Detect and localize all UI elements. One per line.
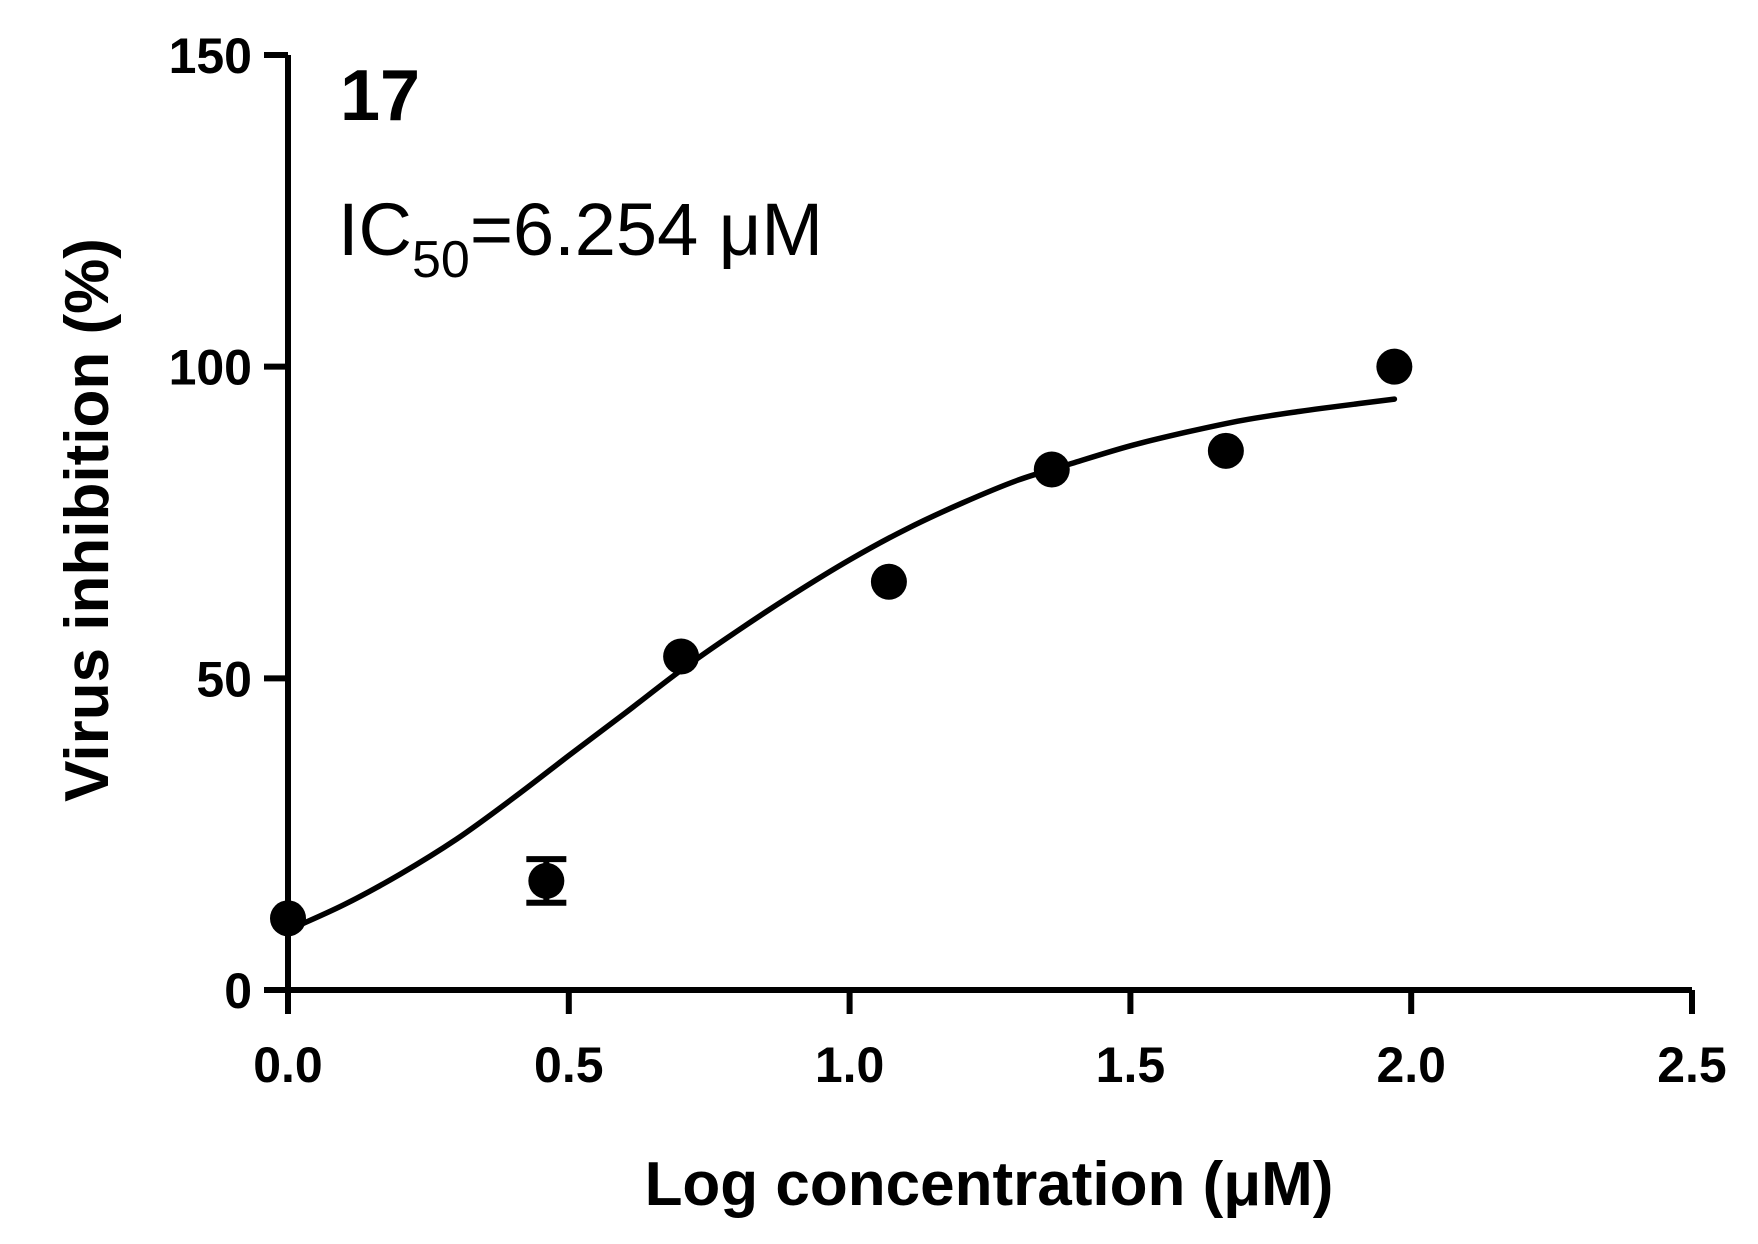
fit-curve-layer xyxy=(285,396,1398,933)
y-tick-label: 150 xyxy=(169,28,252,84)
data-point xyxy=(528,862,565,899)
data-point xyxy=(1033,451,1070,488)
data-point xyxy=(1376,348,1413,385)
x-tick-label: 2.0 xyxy=(1376,1037,1446,1093)
data-point xyxy=(663,638,700,675)
x-tick-label: 1.5 xyxy=(1096,1037,1166,1093)
panel-label: 17 xyxy=(340,56,420,136)
ticks: 0.0 0.5 1.0 1.5 2.0 2.5 0 50 100 150 xyxy=(169,28,1727,1093)
x-tick-label: 0.0 xyxy=(253,1037,323,1093)
ic50-value: =6.254 μM xyxy=(470,188,823,271)
x-tick-label: 0.5 xyxy=(534,1037,604,1093)
x-tick-label: 1.0 xyxy=(815,1037,885,1093)
fit-curve xyxy=(285,396,1398,933)
data-point xyxy=(270,900,306,937)
y-tick-label: 50 xyxy=(196,651,252,707)
axes xyxy=(285,55,1692,993)
data-points-layer xyxy=(270,348,1413,937)
ic50-subscript: 50 xyxy=(412,231,470,289)
y-tick-label: 100 xyxy=(169,340,252,396)
y-tick-label: 0 xyxy=(224,963,252,1019)
x-axis-title: Log concentration (μM) xyxy=(645,1150,1334,1219)
data-point xyxy=(870,563,907,600)
y-axis-title: Virus inhibition (%) xyxy=(53,238,122,802)
ic50-annotation: IC50=6.254 μM xyxy=(338,188,823,289)
data-point xyxy=(1207,432,1244,469)
ic50-prefix: IC xyxy=(338,188,412,271)
x-tick-label: 2.5 xyxy=(1657,1037,1727,1093)
